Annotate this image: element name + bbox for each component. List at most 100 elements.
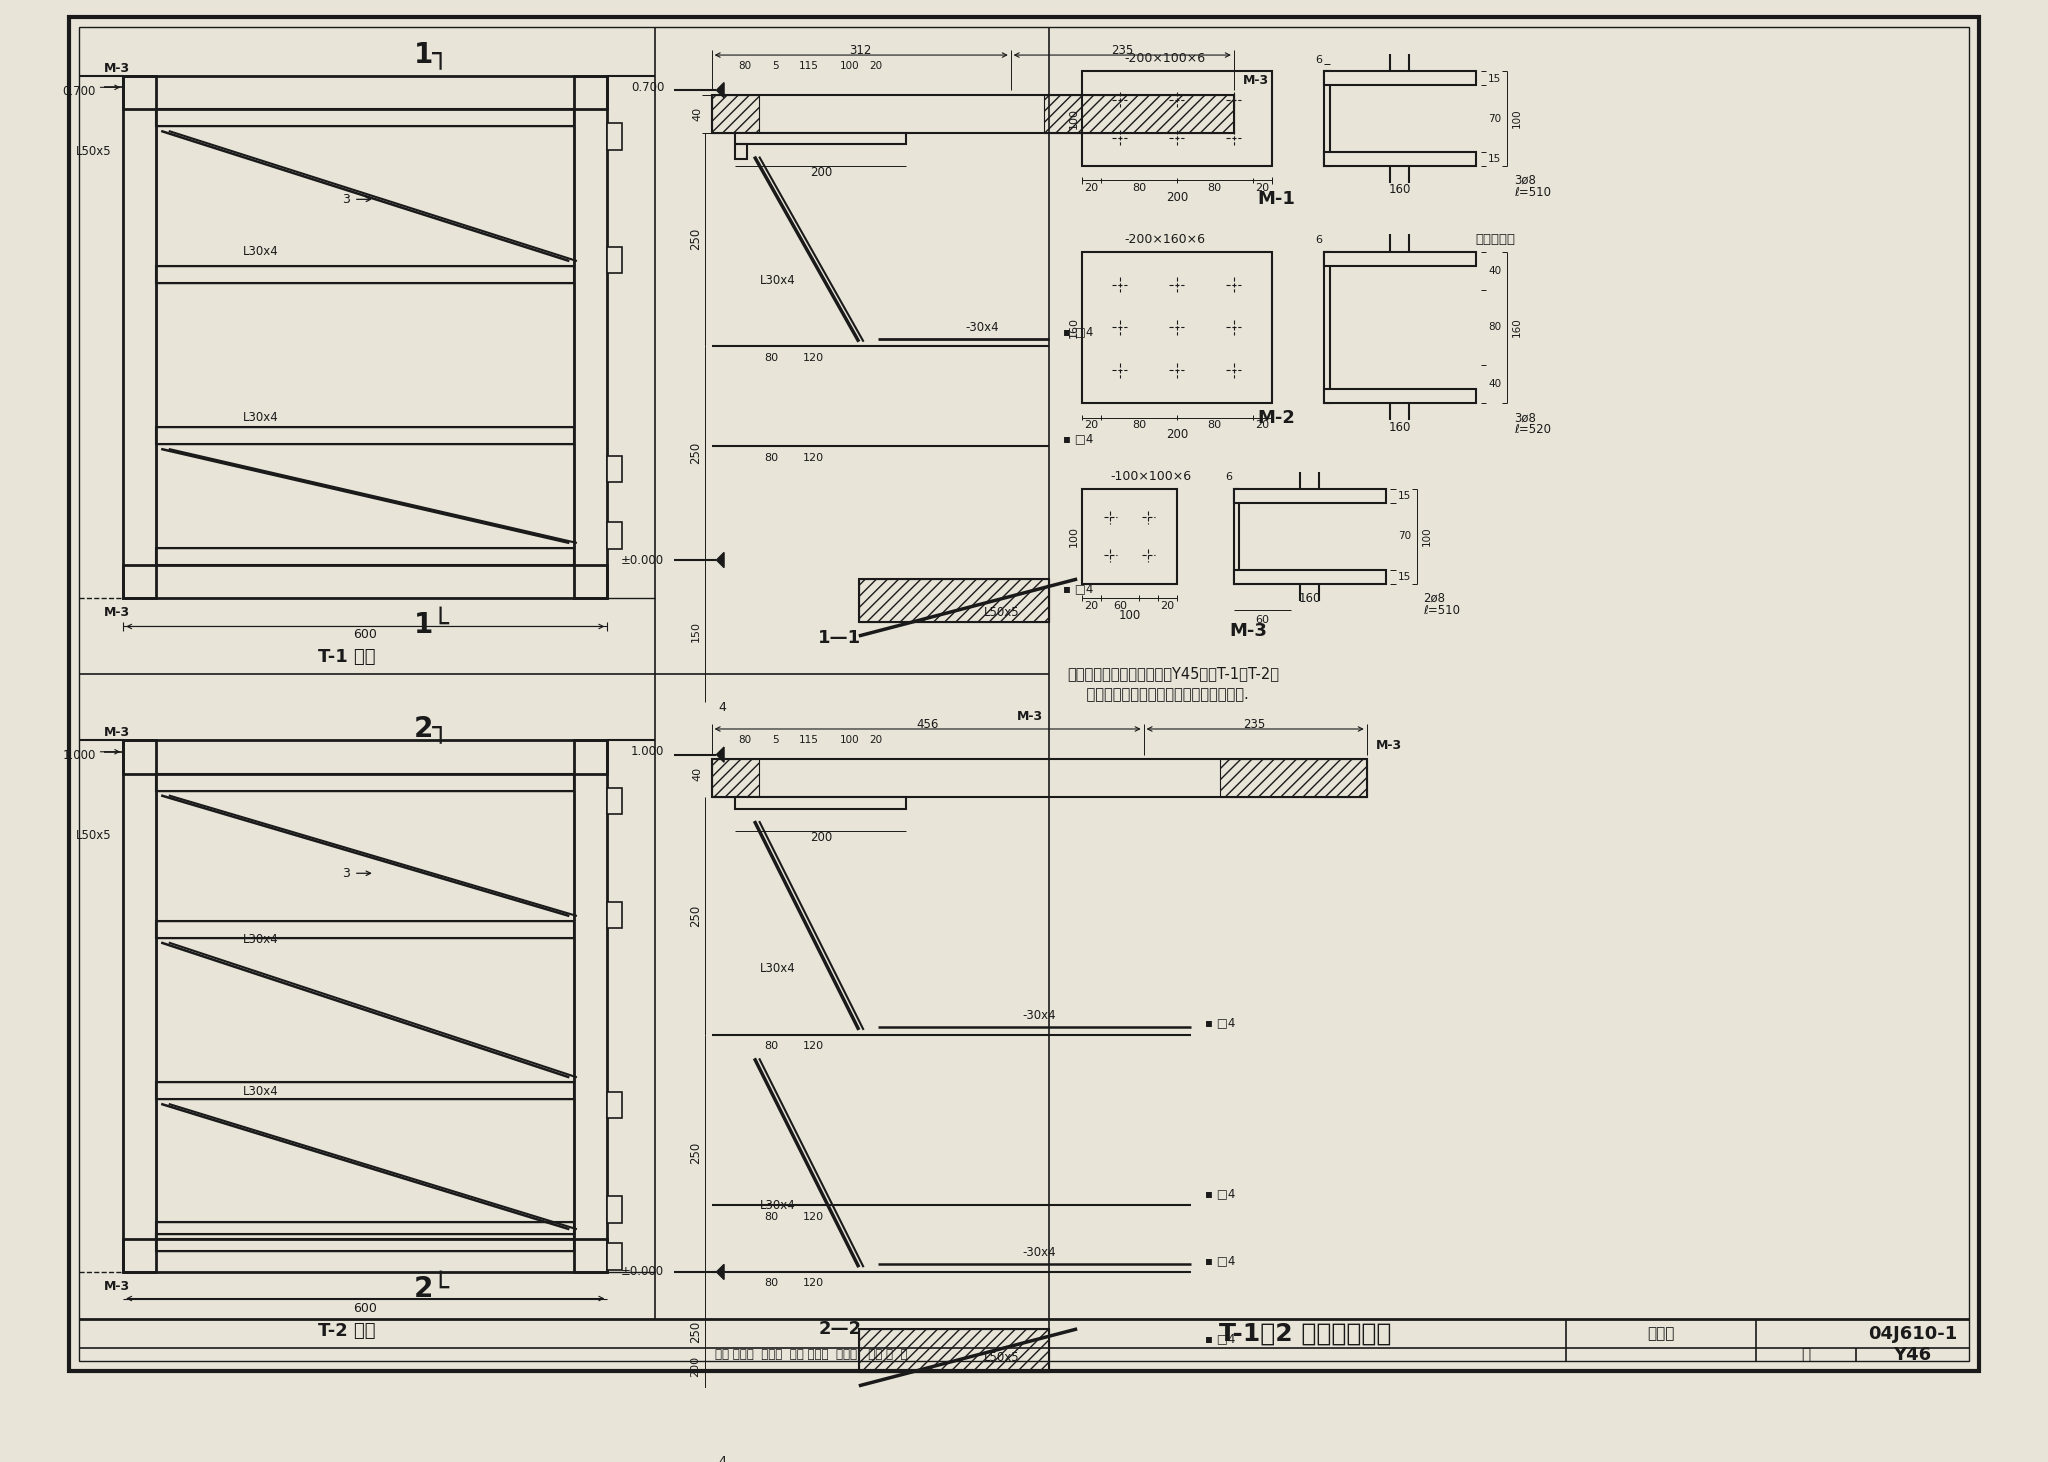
Bar — [156, 921, 573, 937]
Text: ▪ □4: ▪ □4 — [1063, 326, 1094, 339]
Bar — [156, 937, 573, 1082]
Text: M-3: M-3 — [104, 727, 131, 740]
Text: 页: 页 — [1802, 1347, 1810, 1363]
Text: 20: 20 — [1255, 420, 1270, 430]
Text: 40: 40 — [1489, 380, 1501, 389]
Text: 5: 5 — [772, 61, 778, 72]
Text: 3: 3 — [342, 193, 350, 206]
Bar — [156, 1222, 573, 1251]
Bar — [858, 579, 1049, 621]
Bar — [156, 427, 573, 444]
Text: ±0.000: ±0.000 — [621, 1266, 664, 1278]
Text: L50x5: L50x5 — [76, 145, 113, 158]
Text: 15: 15 — [1489, 155, 1501, 164]
Bar — [1233, 488, 1239, 583]
Text: 120: 120 — [803, 453, 823, 462]
Text: 15: 15 — [1489, 73, 1501, 83]
Text: 80: 80 — [1489, 323, 1501, 332]
Text: 2┐: 2┐ — [414, 715, 451, 743]
Text: 面支座预埋件和板内预埋件在同一垂线上.: 面支座预埋件和板内预埋件在同一垂线上. — [1067, 687, 1249, 702]
Text: 80: 80 — [764, 352, 778, 363]
Text: M-3: M-3 — [1243, 75, 1270, 88]
Bar — [1323, 251, 1329, 404]
Text: 6: 6 — [1315, 54, 1323, 64]
Text: M-3: M-3 — [1376, 738, 1403, 751]
Text: 150: 150 — [690, 621, 700, 642]
Text: 1—1: 1—1 — [819, 629, 862, 646]
Bar — [156, 1099, 573, 1234]
Bar — [735, 145, 748, 158]
Text: 20: 20 — [1161, 601, 1174, 611]
Bar — [573, 76, 608, 598]
Bar — [156, 282, 573, 427]
Bar — [1323, 152, 1477, 167]
Bar — [735, 797, 907, 808]
Text: L30x4: L30x4 — [244, 1085, 279, 1098]
Bar — [1219, 759, 1366, 797]
Text: ▪ □4: ▪ □4 — [1206, 1016, 1235, 1029]
Text: 20: 20 — [868, 61, 883, 72]
Bar — [123, 740, 608, 773]
Text: 40: 40 — [692, 766, 702, 781]
Text: 80: 80 — [764, 453, 778, 462]
Text: M-3: M-3 — [104, 605, 131, 618]
Bar — [608, 1244, 621, 1270]
Text: 250: 250 — [688, 1320, 702, 1344]
Bar — [156, 773, 573, 791]
Text: 120: 120 — [803, 1278, 823, 1288]
Bar — [1044, 95, 1233, 133]
Bar — [1233, 488, 1386, 503]
Bar — [1323, 72, 1329, 167]
Bar — [156, 126, 573, 266]
Text: 1.000: 1.000 — [61, 749, 96, 762]
Text: 200: 200 — [809, 830, 831, 844]
Text: 200: 200 — [690, 1357, 700, 1377]
Text: 60: 60 — [1255, 616, 1270, 624]
Text: 80: 80 — [1133, 183, 1147, 193]
Bar — [156, 548, 573, 564]
Text: 2└: 2└ — [414, 1275, 451, 1303]
Text: -30x4: -30x4 — [1022, 1247, 1057, 1259]
Text: 15: 15 — [1399, 572, 1411, 582]
Text: 80: 80 — [764, 1278, 778, 1288]
Text: -100×100×6: -100×100×6 — [1110, 469, 1192, 482]
Text: -30x4: -30x4 — [965, 322, 999, 333]
Text: 235: 235 — [1110, 44, 1133, 57]
Text: 80: 80 — [764, 1212, 778, 1222]
Text: 1.000: 1.000 — [631, 746, 664, 759]
Text: 200: 200 — [1165, 192, 1188, 203]
Text: 80: 80 — [764, 1041, 778, 1051]
Text: L50x5: L50x5 — [983, 1351, 1020, 1364]
Text: 04J610-1: 04J610-1 — [1868, 1325, 1958, 1342]
Text: T-2 立面: T-2 立面 — [317, 1322, 375, 1339]
Bar — [608, 902, 621, 928]
Text: 600: 600 — [354, 1301, 377, 1314]
Bar — [123, 564, 608, 598]
Text: 2—2: 2—2 — [819, 1320, 862, 1338]
Text: ▪ □4: ▪ □4 — [1063, 433, 1094, 444]
Bar — [608, 456, 621, 482]
Text: Y46: Y46 — [1894, 1345, 1931, 1364]
Text: L30x4: L30x4 — [760, 273, 797, 287]
Text: 审核 王振光  吴沅光  校对 李正刚  杨七明   设计 洪  森: 审核 王振光 吴沅光 校对 李正刚 杨七明 设计 洪 森 — [715, 1348, 907, 1361]
Text: 20: 20 — [1083, 183, 1098, 193]
Text: L30x4: L30x4 — [760, 962, 797, 975]
Text: 100: 100 — [1511, 108, 1522, 129]
Text: 80: 80 — [1208, 183, 1223, 193]
Text: 160: 160 — [1511, 317, 1522, 338]
Text: 40: 40 — [692, 107, 702, 121]
Bar — [713, 95, 760, 133]
Bar — [1323, 251, 1477, 266]
Bar — [123, 76, 156, 598]
Text: 6: 6 — [1315, 235, 1323, 246]
Text: 3ø8: 3ø8 — [1513, 174, 1536, 187]
Text: 6: 6 — [1225, 472, 1233, 482]
Bar — [156, 1222, 573, 1238]
Text: 115: 115 — [799, 61, 819, 72]
Text: L30x4: L30x4 — [760, 1199, 797, 1212]
Text: 80: 80 — [1133, 420, 1147, 430]
Bar — [608, 247, 621, 273]
Text: 5: 5 — [772, 735, 778, 746]
Text: 120: 120 — [803, 1041, 823, 1051]
Text: 100: 100 — [1069, 526, 1079, 547]
